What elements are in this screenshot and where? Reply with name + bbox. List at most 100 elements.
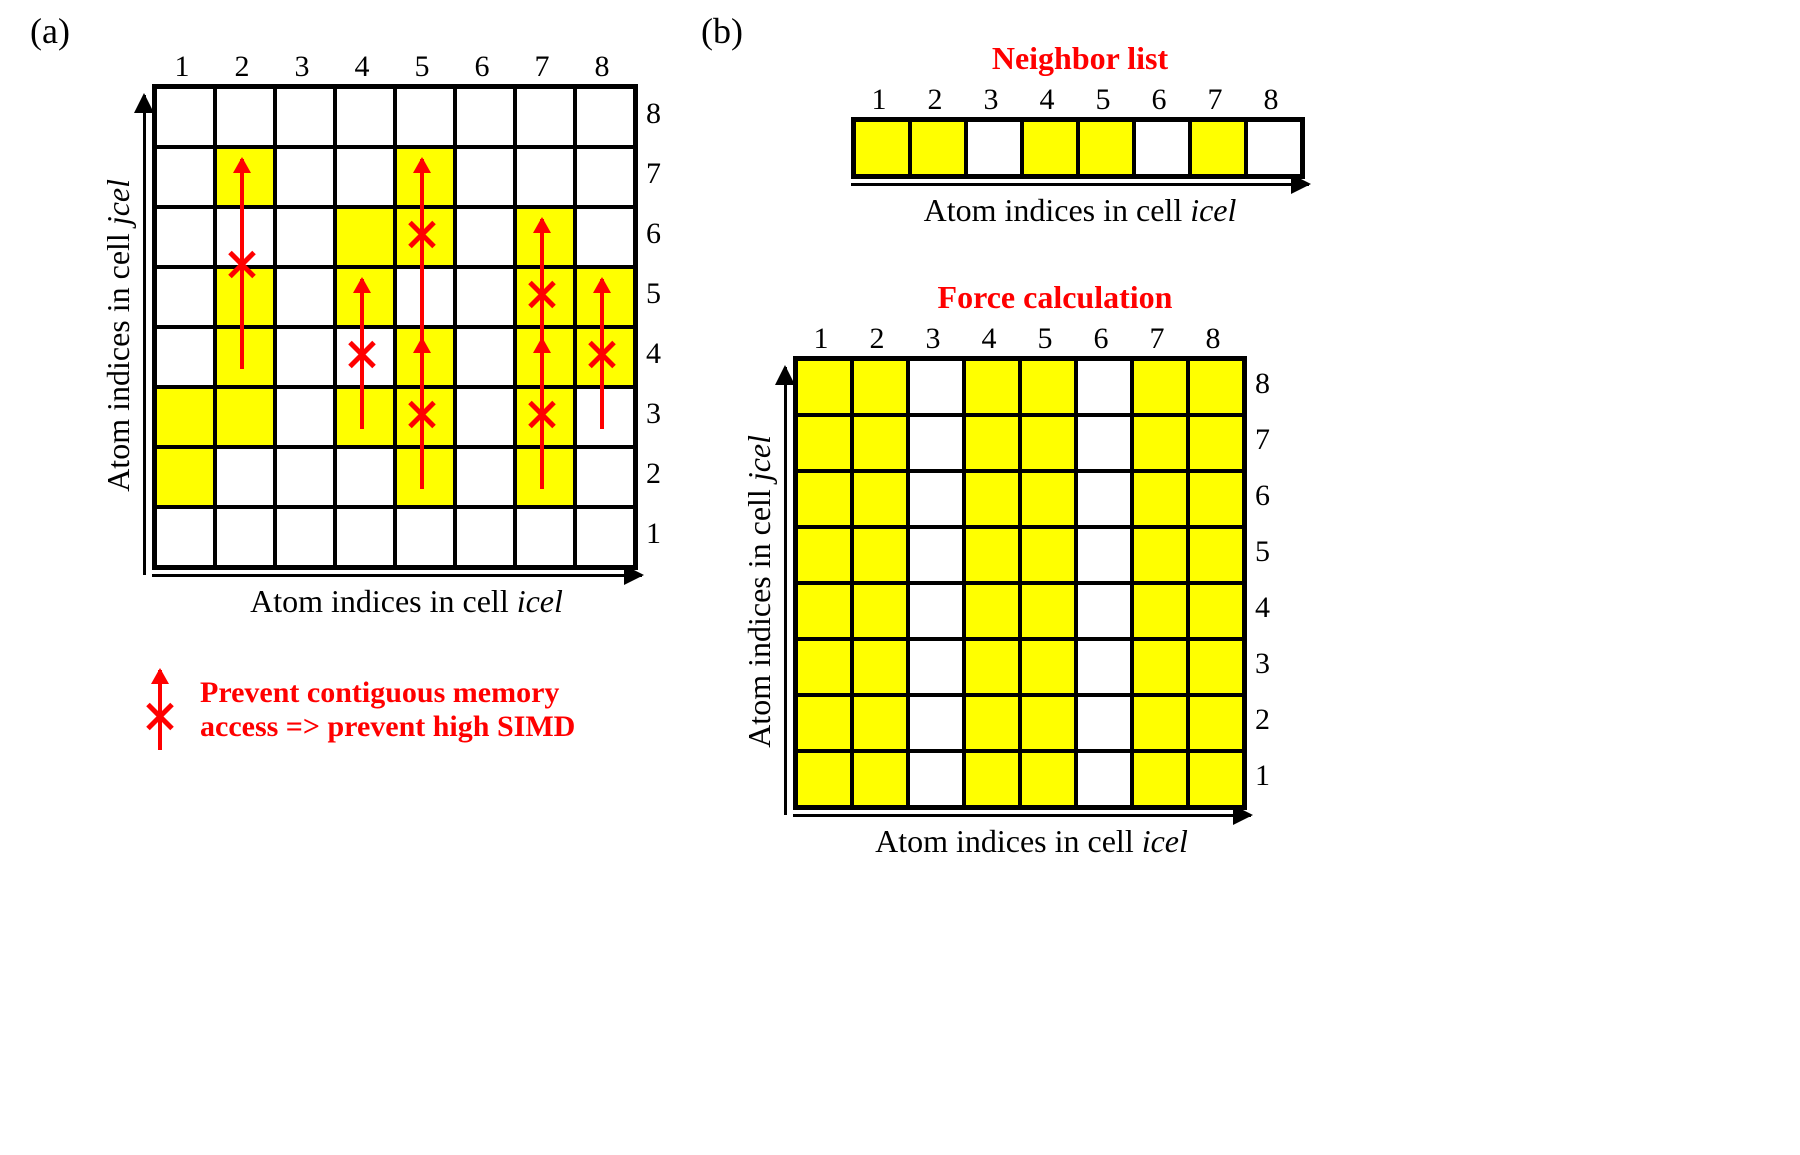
grid-cell bbox=[455, 387, 515, 447]
y-arrow-icon bbox=[784, 367, 787, 815]
grid-cell bbox=[1132, 583, 1188, 639]
force-y-label: Atom indices in cell jcel bbox=[741, 435, 778, 748]
grid-cell bbox=[335, 147, 395, 207]
grid-cell bbox=[275, 207, 335, 267]
legend-redmark-icon bbox=[140, 670, 180, 750]
figure: (a) Atom indices in cell jcel 12345678 bbox=[40, 40, 1760, 860]
grid-cell bbox=[796, 695, 852, 751]
grid-cell bbox=[575, 87, 635, 147]
grid-cell bbox=[1020, 359, 1076, 415]
grid-cell bbox=[796, 751, 852, 807]
grid-cell bbox=[515, 327, 575, 387]
grid-cell bbox=[796, 639, 852, 695]
grid-cell bbox=[1132, 359, 1188, 415]
grid-cell bbox=[964, 695, 1020, 751]
grid-cell bbox=[275, 267, 335, 327]
grid-cell bbox=[1020, 471, 1076, 527]
x-arrow-icon bbox=[851, 183, 1309, 186]
grid-cell bbox=[155, 447, 215, 507]
grid-cell bbox=[1076, 471, 1132, 527]
grid-cell bbox=[1188, 415, 1244, 471]
grid-cell bbox=[515, 507, 575, 567]
grid-cell bbox=[275, 87, 335, 147]
grid-cell bbox=[575, 267, 635, 327]
grid-cell bbox=[275, 387, 335, 447]
grid-cell bbox=[1020, 751, 1076, 807]
grid-cell bbox=[215, 267, 275, 327]
panel-a-label: (a) bbox=[30, 10, 70, 52]
grid-cell bbox=[515, 387, 575, 447]
strip-cell bbox=[1246, 120, 1302, 176]
grid-cell bbox=[1076, 583, 1132, 639]
grid-cell bbox=[1188, 471, 1244, 527]
grid-cell bbox=[215, 327, 275, 387]
grid-cell bbox=[395, 447, 455, 507]
grid-cell bbox=[852, 415, 908, 471]
strip-cell bbox=[1078, 120, 1134, 176]
neighbor-x-label: Atom indices in cell icel bbox=[851, 192, 1309, 229]
panel-a-legend: Prevent contiguous memory access => prev… bbox=[140, 670, 661, 750]
grid-cell bbox=[1132, 471, 1188, 527]
grid-cell bbox=[515, 267, 575, 327]
grid-cell bbox=[455, 147, 515, 207]
grid-cell bbox=[1188, 751, 1244, 807]
panel-a: (a) Atom indices in cell jcel 12345678 bbox=[40, 40, 661, 750]
legend-text: Prevent contiguous memory access => prev… bbox=[200, 676, 575, 744]
grid-cell bbox=[1132, 695, 1188, 751]
grid-cell bbox=[1020, 639, 1076, 695]
grid-cell bbox=[1188, 359, 1244, 415]
grid-cell bbox=[1132, 751, 1188, 807]
grid-cell bbox=[1076, 415, 1132, 471]
grid-cell bbox=[395, 87, 455, 147]
grid-cell bbox=[335, 267, 395, 327]
grid-cell bbox=[215, 507, 275, 567]
grid-cell bbox=[155, 207, 215, 267]
panel-a-grid-wrap bbox=[152, 84, 638, 570]
grid-cell bbox=[1076, 359, 1132, 415]
strip-cell bbox=[966, 120, 1022, 176]
grid-cell bbox=[275, 507, 335, 567]
grid-cell bbox=[335, 447, 395, 507]
grid-cell bbox=[1076, 527, 1132, 583]
grid-cell bbox=[335, 87, 395, 147]
grid-cell bbox=[155, 387, 215, 447]
grid-cell bbox=[455, 327, 515, 387]
grid-cell bbox=[852, 359, 908, 415]
grid-cell bbox=[1132, 415, 1188, 471]
grid-cell bbox=[964, 415, 1020, 471]
grid-cell bbox=[395, 387, 455, 447]
grid-cell bbox=[455, 267, 515, 327]
grid-cell bbox=[1076, 639, 1132, 695]
grid-cell bbox=[155, 507, 215, 567]
grid-cell bbox=[215, 87, 275, 147]
grid-cell bbox=[155, 327, 215, 387]
force-row-labels: 87654321 bbox=[1255, 356, 1270, 804]
grid-cell bbox=[852, 527, 908, 583]
grid-cell bbox=[455, 447, 515, 507]
grid-cell bbox=[1076, 695, 1132, 751]
grid-cell bbox=[908, 639, 964, 695]
strip-cell bbox=[854, 120, 910, 176]
grid-cell bbox=[515, 147, 575, 207]
grid-cell bbox=[155, 87, 215, 147]
panel-b: (b) Neighbor list 12345678 Atom indices … bbox=[741, 40, 1309, 860]
grid-cell bbox=[335, 327, 395, 387]
grid-cell bbox=[796, 415, 852, 471]
grid-cell bbox=[852, 471, 908, 527]
grid-cell bbox=[964, 639, 1020, 695]
grid-cell bbox=[1132, 527, 1188, 583]
grid-cell bbox=[155, 147, 215, 207]
force-grid bbox=[793, 356, 1247, 810]
grid-cell bbox=[1188, 639, 1244, 695]
y-arrow-icon bbox=[143, 95, 146, 575]
grid-cell bbox=[455, 207, 515, 267]
grid-cell bbox=[1188, 695, 1244, 751]
grid-cell bbox=[1076, 751, 1132, 807]
grid-cell bbox=[964, 471, 1020, 527]
panel-a-col-labels: 12345678 bbox=[152, 50, 632, 84]
grid-cell bbox=[395, 207, 455, 267]
grid-cell bbox=[1020, 583, 1076, 639]
neighbor-strip bbox=[851, 117, 1305, 179]
neighbor-list-title: Neighbor list bbox=[851, 40, 1309, 77]
grid-cell bbox=[515, 207, 575, 267]
